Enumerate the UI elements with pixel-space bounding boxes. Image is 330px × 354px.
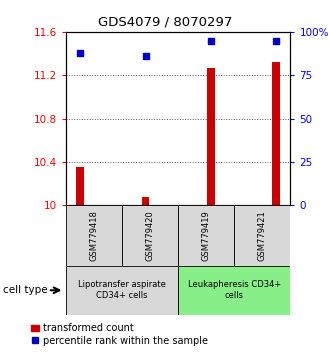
Point	[143, 53, 148, 59]
Bar	[66, 266, 178, 315]
Bar	[207, 68, 215, 205]
Text: GSM779420: GSM779420	[146, 210, 155, 261]
Text: GSM779419: GSM779419	[202, 210, 211, 261]
Bar	[178, 266, 290, 315]
Text: cell type: cell type	[3, 285, 48, 295]
Legend: transformed count, percentile rank within the sample: transformed count, percentile rank withi…	[31, 324, 208, 346]
Text: GSM779418: GSM779418	[89, 210, 99, 261]
Bar	[122, 205, 178, 266]
Bar	[272, 62, 280, 205]
Bar	[76, 167, 84, 205]
Bar	[66, 205, 122, 266]
Text: Lipotransfer aspirate
CD34+ cells: Lipotransfer aspirate CD34+ cells	[78, 280, 166, 300]
Bar	[142, 196, 149, 205]
Text: Leukapheresis CD34+
cells: Leukapheresis CD34+ cells	[188, 280, 281, 300]
Bar	[178, 205, 234, 266]
Point	[208, 38, 214, 44]
Text: GSM779421: GSM779421	[258, 210, 267, 261]
Point	[78, 50, 83, 56]
Text: GDS4079 / 8070297: GDS4079 / 8070297	[98, 16, 232, 29]
Bar	[234, 205, 290, 266]
Point	[274, 38, 279, 44]
